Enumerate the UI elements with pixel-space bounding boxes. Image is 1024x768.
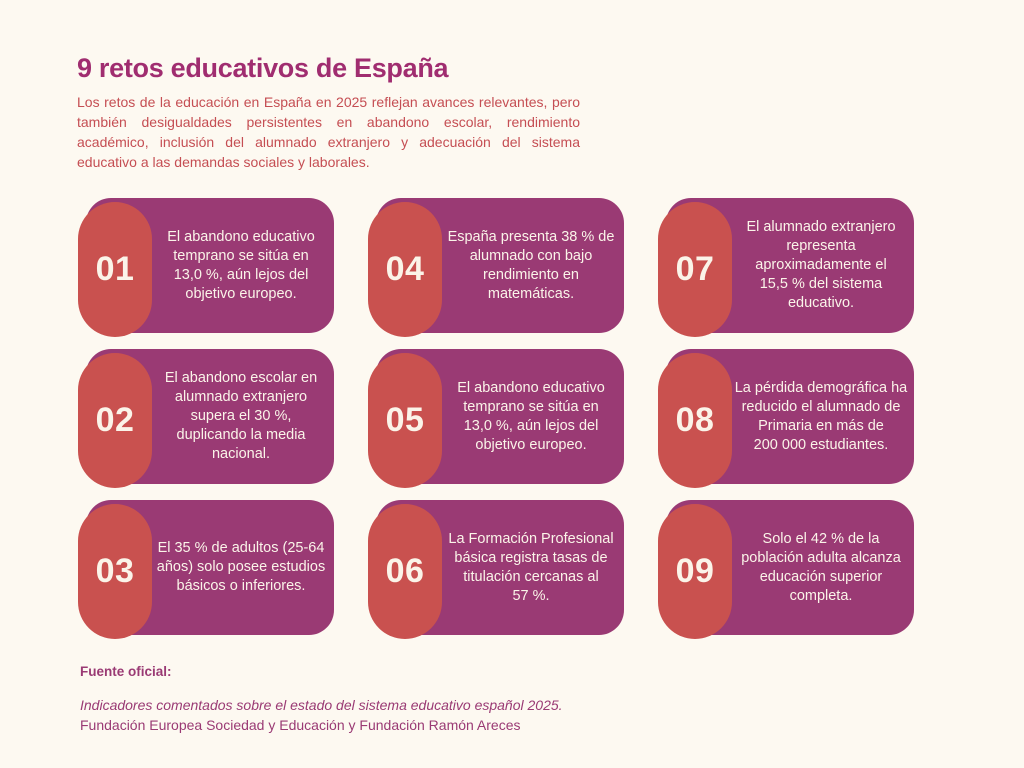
- challenge-card-02: El abandono escolar en alumnado extranje…: [78, 349, 334, 488]
- challenge-card-04: España presenta 38 % de alumnado con baj…: [368, 198, 624, 337]
- card-number: 03: [95, 552, 135, 590]
- number-badge: 01: [78, 202, 152, 337]
- card-text: El abandono educativo temprano se sitúa …: [457, 379, 605, 453]
- number-badge: 07: [658, 202, 732, 337]
- number-badge: 09: [658, 504, 732, 639]
- challenges-grid: El abandono educativo temprano se sitúa …: [78, 198, 914, 639]
- number-badge: 03: [78, 504, 152, 639]
- number-badge: 04: [368, 202, 442, 337]
- card-text: La pérdida demográfica ha reducido el al…: [734, 379, 908, 453]
- card-number: 01: [95, 250, 135, 288]
- challenge-card-09: Solo el 42 % de la población adulta alca…: [658, 500, 914, 639]
- card-number: 05: [385, 401, 425, 439]
- source-citation: Indicadores comentados sobre el estado d…: [80, 697, 563, 713]
- number-badge: 05: [368, 353, 442, 488]
- card-number: 04: [385, 250, 425, 288]
- number-badge: 08: [658, 353, 732, 488]
- intro-paragraph: Los retos de la educación en España en 2…: [77, 94, 580, 170]
- number-badge: 02: [78, 353, 152, 488]
- challenge-card-08: La pérdida demográfica ha reducido el al…: [658, 349, 914, 488]
- number-badge: 06: [368, 504, 442, 639]
- challenge-card-01: El abandono educativo temprano se sitúa …: [78, 198, 334, 337]
- card-number: 06: [385, 552, 425, 590]
- card-text: El abandono educativo temprano se sitúa …: [167, 228, 315, 302]
- card-text: El 35 % de adultos (25-64 años) solo pos…: [156, 540, 326, 594]
- card-text: El alumnado extranjero representa aproxi…: [746, 219, 896, 311]
- card-number: 07: [675, 250, 715, 288]
- challenge-card-03: El 35 % de adultos (25-64 años) solo pos…: [78, 500, 334, 639]
- card-text: España presenta 38 % de alumnado con baj…: [447, 228, 615, 302]
- card-text: La Formación Profesional básica registra…: [448, 530, 614, 604]
- card-number: 02: [95, 401, 135, 439]
- challenge-card-05: El abandono educativo temprano se sitúa …: [368, 349, 624, 488]
- source-section: Fuente oficial: Indicadores comentados s…: [80, 664, 563, 735]
- card-number: 09: [675, 552, 715, 590]
- page-title: 9 retos educativos de España: [77, 53, 449, 83]
- card-number: 08: [675, 401, 715, 439]
- source-organizations: Fundación Europea Sociedad y Educación y…: [80, 716, 521, 733]
- card-text: Solo el 42 % de la población adulta alca…: [741, 530, 901, 604]
- source-label: Fuente oficial:: [80, 664, 172, 679]
- challenge-card-06: La Formación Profesional básica registra…: [368, 500, 624, 639]
- challenge-card-07: El alumnado extranjero representa aproxi…: [658, 198, 914, 337]
- card-text: El abandono escolar en alumnado extranje…: [164, 370, 318, 462]
